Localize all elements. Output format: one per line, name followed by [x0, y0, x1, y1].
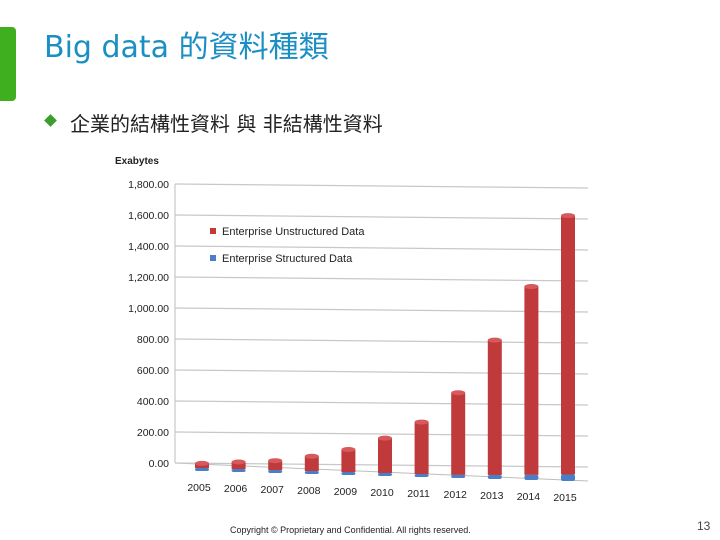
- bar-structured-2006: [231, 469, 246, 472]
- bar-structured-2015: [561, 474, 575, 481]
- bar-unstructured-2008: [304, 456, 319, 471]
- legend-label-structured: Enterprise Structured Data: [222, 253, 353, 265]
- slide-title: Big data 的資料種類: [44, 30, 329, 65]
- x-tick-label: 2014: [517, 491, 541, 503]
- bar-structured-2005: [195, 468, 209, 471]
- bar-chart: 0.00 200.00 400.00 600.00 800.00 1,000.00 1,20…: [115, 156, 589, 504]
- y-tick-label: 1,800.00: [128, 179, 169, 191]
- gridline: [174, 400, 589, 406]
- page-number: 13: [697, 519, 711, 533]
- bar-unstructured-2007: [268, 460, 283, 470]
- gridline: [174, 276, 589, 282]
- bar-structured-2013: [487, 474, 502, 479]
- y-tick-label: 800.00: [137, 334, 169, 346]
- y-tick-label: 1,600.00: [128, 210, 169, 222]
- x-tick-label: 2015: [553, 492, 577, 504]
- x-tick-label: 2011: [407, 488, 430, 500]
- bar-unstructured-2014: [524, 286, 539, 475]
- x-tick-label: 2005: [187, 482, 211, 494]
- chart-bars: [195, 213, 575, 481]
- y-axis-label: Exabytes: [115, 156, 159, 167]
- bar-cap-2005: [195, 460, 209, 466]
- bar-structured-2010: [378, 473, 392, 476]
- bar-cap-2007: [268, 458, 283, 464]
- bar-unstructured-2013: [487, 340, 502, 475]
- bar-cap-2012: [451, 390, 466, 396]
- bar-cap-2008: [304, 453, 319, 459]
- x-tick-label: 2006: [224, 483, 248, 495]
- legend-swatch-structured: [210, 255, 216, 261]
- y-tick-label: 1,400.00: [128, 241, 169, 253]
- y-tick-label: 1,200.00: [128, 272, 169, 284]
- footer-copyright: Copyright © Proprietary and Confidential…: [230, 525, 471, 535]
- x-tick-label: 2012: [444, 489, 468, 501]
- x-tick-label: 2013: [480, 490, 504, 502]
- y-tick-label: 400.00: [137, 396, 169, 408]
- bar-structured-2014: [524, 474, 539, 480]
- gridline: [174, 183, 589, 189]
- bar-unstructured-2009: [341, 449, 356, 472]
- bar-structured-2012: [451, 474, 466, 478]
- y-tick-label: 0.00: [149, 458, 170, 470]
- bar-unstructured-2010: [378, 438, 392, 473]
- bar-cap-2015: [561, 213, 575, 219]
- bar-unstructured-2012: [451, 392, 466, 475]
- bullet-diamond-icon: [44, 114, 57, 127]
- bar-cap-2010: [378, 435, 392, 441]
- y-tick-label: 1,000.00: [128, 303, 169, 315]
- x-tick-label: 2008: [297, 485, 321, 497]
- legend-swatch-unstructured: [210, 228, 216, 234]
- y-tick-labels: 0.00 200.00 400.00 600.00 800.00 1,000.00 1,20…: [128, 179, 169, 470]
- bar-structured-2011: [414, 474, 429, 477]
- gridline: [174, 214, 589, 220]
- bar-cap-2014: [524, 284, 539, 290]
- x-tick-label: 2010: [370, 487, 394, 499]
- gridline: [174, 338, 589, 344]
- chart-legend: Enterprise Unstructured Data Enterprise …: [210, 226, 365, 265]
- bar-cap-2006: [231, 459, 246, 465]
- x-tick-label: 2009: [334, 486, 358, 498]
- bar-unstructured-2011: [414, 422, 429, 474]
- x-tick-labels: 2005 2006 2007 2008 2009 2010 2011 2012 2013 2014…: [187, 482, 577, 504]
- bar-structured-2008: [304, 471, 319, 474]
- y-tick-label: 600.00: [137, 365, 169, 377]
- bar-unstructured-2006: [231, 462, 246, 469]
- slide-bullet-text: 企業的結構性資料 與 非結構性資料: [70, 112, 383, 136]
- legend-label-unstructured: Enterprise Unstructured Data: [222, 226, 365, 238]
- accent-bar: [0, 27, 16, 101]
- y-tick-label: 200.00: [137, 427, 169, 439]
- bar-structured-2007: [268, 470, 283, 473]
- bar-cap-2009: [341, 447, 356, 453]
- bar-unstructured-2015: [561, 215, 575, 475]
- gridline: [174, 245, 589, 251]
- gridline: [174, 307, 589, 313]
- bar-cap-2013: [487, 337, 502, 343]
- x-tick-label: 2007: [261, 484, 285, 496]
- bar-cap-2011: [414, 419, 429, 425]
- gridline: [174, 431, 589, 437]
- gridline: [174, 369, 589, 375]
- bar-structured-2009: [341, 472, 356, 475]
